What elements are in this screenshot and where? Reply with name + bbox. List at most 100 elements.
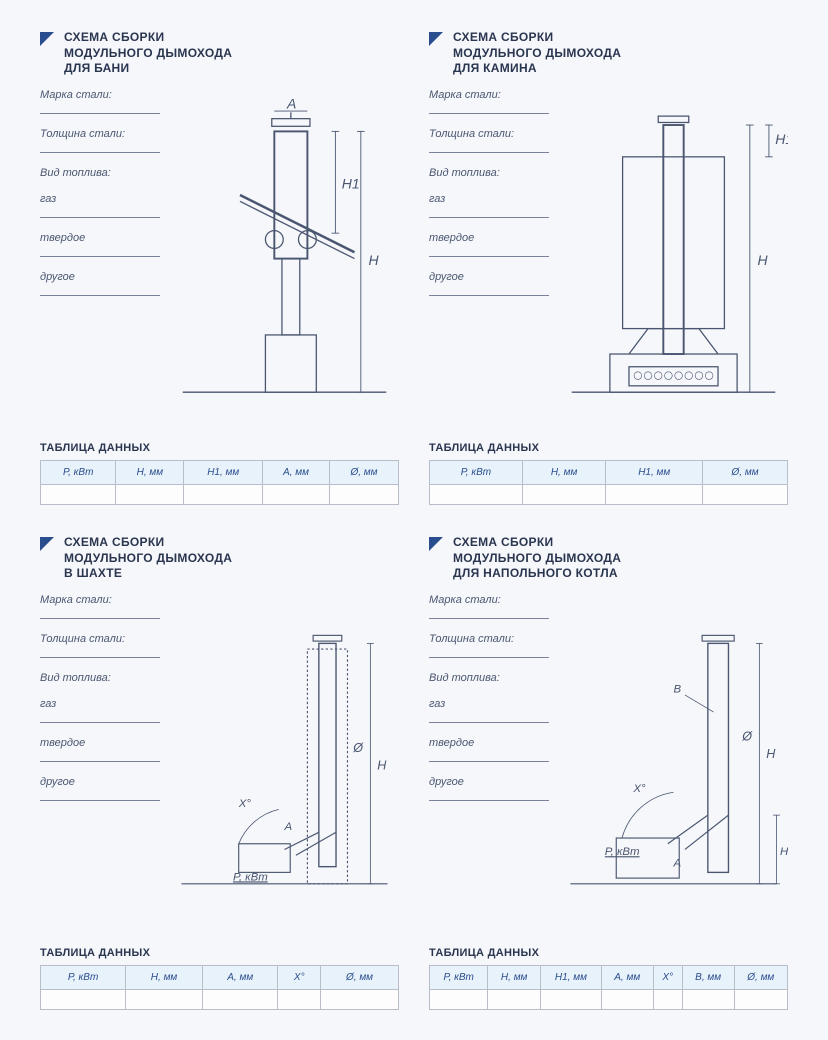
field-solid: твердое [40, 232, 160, 257]
title-line-2: МОДУЛЬНОГО ДЫМОХОДА [453, 46, 621, 60]
table-row [41, 990, 399, 1010]
col-header: X° [278, 966, 321, 990]
panel-content: Марка стали: Толщина стали: Вид топлива:… [40, 89, 399, 428]
table-title: ТАБЛИЦА ДАННЫХ [40, 947, 399, 959]
svg-text:Ø: Ø [741, 729, 753, 743]
panel-content: Марка стали: Толщина стали: Вид топлива:… [429, 89, 788, 428]
field-solid: твердое [40, 737, 160, 762]
diagram-sauna: H H1 A [170, 89, 399, 428]
field-steel-grade: Марка стали: [40, 594, 160, 619]
panel-content: Марка стали: Толщина стали: Вид топлива:… [40, 594, 399, 933]
table-title: ТАБЛИЦА ДАННЫХ [429, 442, 788, 454]
panel-grid: СХЕМА СБОРКИ МОДУЛЬНОГО ДЫМОХОДА ДЛЯ БАН… [40, 30, 788, 1010]
col-header: X° [653, 966, 682, 990]
data-table: Р, кВт Н, мм А, мм X° Ø, мм [40, 965, 399, 1010]
triangle-icon [429, 32, 443, 46]
svg-text:A: A [286, 95, 296, 111]
col-header: Ø, мм [703, 461, 788, 485]
panel-title: СХЕМА СБОРКИ МОДУЛЬНОГО ДЫМОХОДА ДЛЯ БАН… [64, 30, 232, 77]
fields-column: Марка стали: Толщина стали: Вид топлива:… [429, 89, 549, 428]
panel-header: СХЕМА СБОРКИ МОДУЛЬНОГО ДЫМОХОДА ДЛЯ БАН… [40, 30, 399, 77]
title-line-3: В ШАХТЕ [64, 566, 122, 580]
panel-header: СХЕМА СБОРКИ МОДУЛЬНОГО ДЫМОХОДА В ШАХТЕ [40, 535, 399, 582]
fields-column: Марка стали: Толщина стали: Вид топлива:… [429, 594, 549, 933]
panel-header: СХЕМА СБОРКИ МОДУЛЬНОГО ДЫМОХОДА ДЛЯ КАМ… [429, 30, 788, 77]
field-solid: твердое [429, 737, 549, 762]
col-header: А, мм [263, 461, 330, 485]
fields-column: Марка стали: Толщина стали: Вид топлива:… [40, 594, 160, 933]
title-line-3: ДЛЯ НАПОЛЬНОГО КОТЛА [453, 566, 618, 580]
title-line-2: МОДУЛЬНОГО ДЫМОХОДА [64, 46, 232, 60]
field-fuel-type: Вид топлива: [40, 167, 160, 179]
panel-title: СХЕМА СБОРКИ МОДУЛЬНОГО ДЫМОХОДА В ШАХТЕ [64, 535, 232, 582]
field-fuel-type: Вид топлива: [429, 167, 549, 179]
field-steel-grade: Марка стали: [40, 89, 160, 114]
title-line-1: СХЕМА СБОРКИ [453, 30, 553, 44]
table-header-row: Р, кВт Н, мм А, мм X° Ø, мм [41, 966, 399, 990]
field-steel-thickness: Толщина стали: [40, 633, 160, 658]
field-gas: газ [40, 193, 160, 218]
table-row [430, 990, 788, 1010]
svg-text:Р, кВт: Р, кВт [233, 871, 268, 883]
field-fuel-type: Вид топлива: [40, 672, 160, 684]
svg-text:A: A [673, 857, 682, 869]
title-line-1: СХЕМА СБОРКИ [64, 535, 164, 549]
field-other: другое [40, 776, 160, 801]
triangle-icon [40, 32, 54, 46]
col-header: Н1, мм [606, 461, 703, 485]
fields-column: Марка стали: Толщина стали: Вид топлива:… [40, 89, 160, 428]
panel-fireplace: СХЕМА СБОРКИ МОДУЛЬНОГО ДЫМОХОДА ДЛЯ КАМ… [429, 30, 788, 505]
field-fuel-type: Вид топлива: [429, 672, 549, 684]
data-table: Р, кВт Н, мм Н1, мм А, мм X° В, мм Ø, мм [429, 965, 788, 1010]
svg-text:B: B [674, 683, 682, 695]
field-other: другое [40, 271, 160, 296]
panel-shaft: СХЕМА СБОРКИ МОДУЛЬНОГО ДЫМОХОДА В ШАХТЕ… [40, 535, 399, 1010]
col-header: Н, мм [488, 966, 541, 990]
title-line-2: МОДУЛЬНОГО ДЫМОХОДА [453, 551, 621, 565]
field-gas: газ [429, 193, 549, 218]
svg-text:H: H [377, 758, 387, 772]
table-header-row: Р, кВт Н, мм Н1, мм Ø, мм [430, 461, 788, 485]
col-header: Ø, мм [321, 966, 399, 990]
svg-text:X°: X° [632, 783, 646, 795]
field-steel-grade: Марка стали: [429, 89, 549, 114]
svg-text:H: H [766, 747, 776, 761]
col-header: Н, мм [126, 966, 203, 990]
table-title: ТАБЛИЦА ДАННЫХ [429, 947, 788, 959]
diagram-fireplace: H H1 [559, 89, 788, 428]
field-other: другое [429, 776, 549, 801]
field-steel-grade: Марка стали: [429, 594, 549, 619]
diagram-shaft: X° A Р, кВт H Ø [170, 594, 399, 933]
col-header: Н, мм [116, 461, 184, 485]
field-gas: газ [40, 698, 160, 723]
col-header: А, мм [601, 966, 653, 990]
table-header-row: Р, кВт Н, мм Н1, мм А, мм Ø, мм [41, 461, 399, 485]
col-header: Ø, мм [329, 461, 398, 485]
col-header: Р, кВт [41, 966, 126, 990]
panel-sauna: СХЕМА СБОРКИ МОДУЛЬНОГО ДЫМОХОДА ДЛЯ БАН… [40, 30, 399, 505]
field-steel-thickness: Толщина стали: [429, 633, 549, 658]
col-header: Ø, мм [734, 966, 787, 990]
data-table: Р, кВт Н, мм Н1, мм А, мм Ø, мм [40, 460, 399, 505]
col-header: А, мм [202, 966, 278, 990]
col-header: В, мм [682, 966, 734, 990]
col-header: Р, кВт [430, 461, 523, 485]
table-row [41, 485, 399, 505]
title-line-1: СХЕМА СБОРКИ [453, 535, 553, 549]
col-header: Н1, мм [540, 966, 601, 990]
data-table: Р, кВт Н, мм Н1, мм Ø, мм [429, 460, 788, 505]
triangle-icon [429, 537, 443, 551]
svg-text:H1: H1 [775, 131, 788, 147]
field-solid: твердое [429, 232, 549, 257]
field-other: другое [429, 271, 549, 296]
triangle-icon [40, 537, 54, 551]
diagram-boiler: B X° A Р, кВт H H1 Ø [559, 594, 788, 933]
title-line-2: МОДУЛЬНОГО ДЫМОХОДА [64, 551, 232, 565]
table-row [430, 485, 788, 505]
field-steel-thickness: Толщина стали: [40, 128, 160, 153]
svg-text:A: A [284, 821, 293, 833]
svg-text:X°: X° [238, 798, 252, 810]
svg-text:H: H [757, 252, 768, 268]
panel-title: СХЕМА СБОРКИ МОДУЛЬНОГО ДЫМОХОДА ДЛЯ КАМ… [453, 30, 621, 77]
col-header: Н, мм [522, 461, 606, 485]
